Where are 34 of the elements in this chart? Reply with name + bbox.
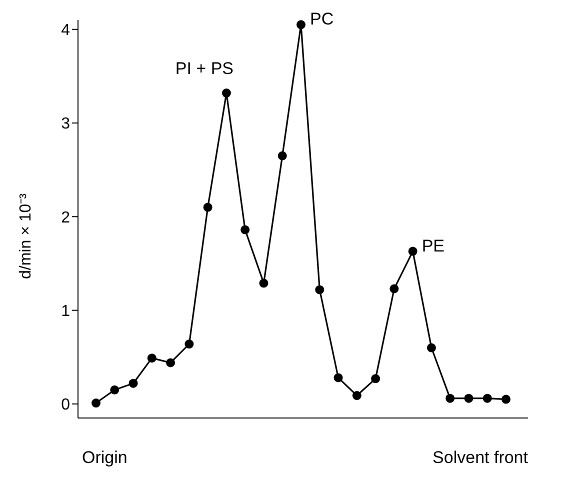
y-tick-label: 3 <box>61 116 70 133</box>
point <box>334 373 343 382</box>
point <box>222 88 231 98</box>
point <box>371 374 380 384</box>
point <box>426 343 436 352</box>
point <box>408 246 418 256</box>
point <box>184 340 194 349</box>
point <box>110 385 120 394</box>
annotation: PC <box>310 10 334 29</box>
y-tick-label: 4 <box>61 22 70 40</box>
point <box>482 394 492 403</box>
y-tick-label: 1 <box>61 302 70 320</box>
point <box>203 202 212 212</box>
point <box>92 398 100 408</box>
point <box>128 378 138 388</box>
y-axis-title: d/min × 10⁻³ <box>18 192 35 279</box>
point <box>352 391 362 400</box>
point <box>166 358 176 368</box>
point <box>296 20 306 30</box>
point <box>278 151 287 160</box>
y-tick-label: 2 <box>61 209 70 226</box>
point <box>464 394 474 403</box>
text: Solvent front <box>432 448 528 468</box>
point <box>240 225 250 234</box>
annotation: PE <box>422 236 445 256</box>
point <box>147 354 156 363</box>
text: Origin <box>82 448 128 468</box>
point <box>390 284 399 294</box>
point <box>315 285 324 294</box>
annotation: PI + PS <box>175 59 234 78</box>
y-tick-label: 0 <box>61 396 70 414</box>
point <box>502 394 510 404</box>
point <box>259 278 268 288</box>
point <box>446 394 455 403</box>
